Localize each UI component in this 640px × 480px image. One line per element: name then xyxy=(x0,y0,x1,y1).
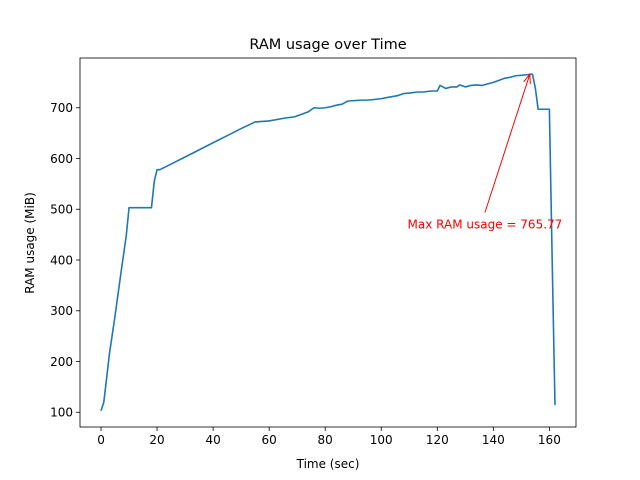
x-tick-label: 40 xyxy=(205,433,220,447)
series-layer xyxy=(100,73,556,412)
y-tick-label: 100 xyxy=(50,406,73,420)
x-tick-label: 20 xyxy=(149,433,164,447)
series-line-0 xyxy=(100,73,556,412)
x-tick-label: 0 xyxy=(97,433,105,447)
x-tick-label: 160 xyxy=(538,433,561,447)
x-tick-label: 140 xyxy=(482,433,505,447)
x-axis-label: Time (sec) xyxy=(296,457,360,471)
y-tick-label: 200 xyxy=(50,355,73,369)
annotation-arrow-head xyxy=(523,73,531,85)
y-tick-label: 500 xyxy=(50,203,73,217)
y-tick-label: 700 xyxy=(50,101,73,115)
y-tick-label: 300 xyxy=(50,304,73,318)
x-tick-label: 80 xyxy=(318,433,333,447)
y-axis-ticks: 100 200 300 400 500 600 700 xyxy=(50,101,80,420)
annotation-arrow-shaft xyxy=(484,74,531,213)
x-tick-label: 100 xyxy=(370,433,393,447)
y-tick-label: 400 xyxy=(50,253,73,267)
y-axis-label: RAM usage (MiB) xyxy=(23,192,37,294)
chart-title: RAM usage over Time xyxy=(249,37,406,53)
x-axis-ticks: 0 20 40 60 80 100 120 140 160 xyxy=(97,427,561,447)
y-tick-label: 600 xyxy=(50,152,73,166)
axes-frame xyxy=(79,57,577,428)
x-tick-label: 60 xyxy=(262,433,277,447)
max-ram-annotation: Max RAM usage = 765.77 xyxy=(408,217,563,231)
x-tick-label: 120 xyxy=(426,433,449,447)
annotation-layer: Max RAM usage = 765.77 xyxy=(408,73,563,231)
